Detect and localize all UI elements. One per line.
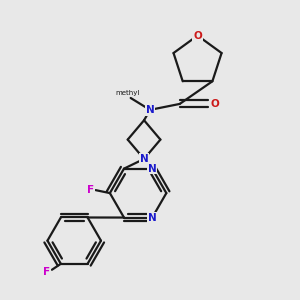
Text: F: F — [43, 267, 50, 277]
Text: F: F — [87, 185, 94, 195]
Text: N: N — [148, 164, 157, 174]
Text: N: N — [148, 213, 157, 223]
Text: O: O — [193, 31, 202, 40]
Text: N: N — [140, 154, 148, 164]
Text: methyl: methyl — [115, 90, 139, 96]
Text: O: O — [210, 99, 219, 109]
Text: N: N — [146, 105, 154, 115]
